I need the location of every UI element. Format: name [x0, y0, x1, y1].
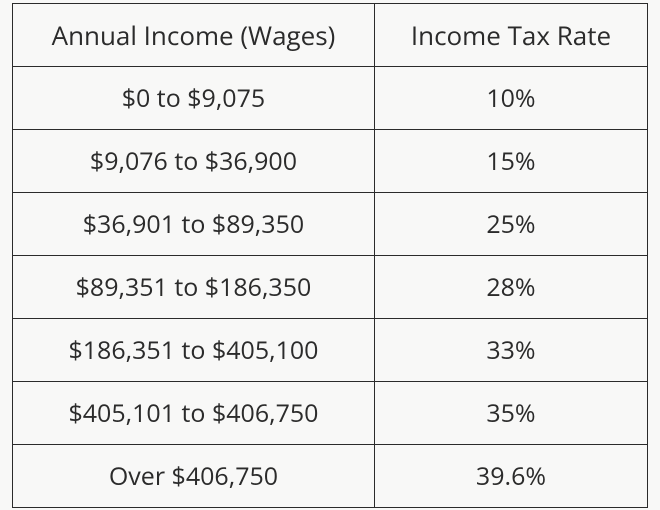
rate-cell: 15%: [374, 129, 647, 192]
table-row: $0 to $9,075 10%: [13, 66, 648, 129]
rate-cell: 33%: [374, 318, 647, 381]
rate-cell: 28%: [374, 255, 647, 318]
income-cell: $9,076 to $36,900: [13, 129, 375, 192]
income-cell: $89,351 to $186,350: [13, 255, 375, 318]
table-row: $186,351 to $405,100 33%: [13, 318, 648, 381]
income-cell: $186,351 to $405,100: [13, 318, 375, 381]
table-row: $405,101 to $406,750 35%: [13, 381, 648, 444]
table-row: $9,076 to $36,900 15%: [13, 129, 648, 192]
table-row: Over $406,750 39.6%: [13, 444, 648, 507]
income-cell: $405,101 to $406,750: [13, 381, 375, 444]
rate-cell: 10%: [374, 66, 647, 129]
rate-cell: 39.6%: [374, 444, 647, 507]
income-cell: Over $406,750: [13, 444, 375, 507]
table-row: $89,351 to $186,350 28%: [13, 255, 648, 318]
income-cell: $36,901 to $89,350: [13, 192, 375, 255]
table-header-row: Annual Income (Wages) Income Tax Rate: [13, 3, 648, 66]
table-row: $36,901 to $89,350 25%: [13, 192, 648, 255]
tax-brackets-table: Annual Income (Wages) Income Tax Rate $0…: [12, 3, 648, 508]
column-header-rate: Income Tax Rate: [374, 3, 647, 66]
rate-cell: 35%: [374, 381, 647, 444]
rate-cell: 25%: [374, 192, 647, 255]
column-header-income: Annual Income (Wages): [13, 3, 375, 66]
income-cell: $0 to $9,075: [13, 66, 375, 129]
